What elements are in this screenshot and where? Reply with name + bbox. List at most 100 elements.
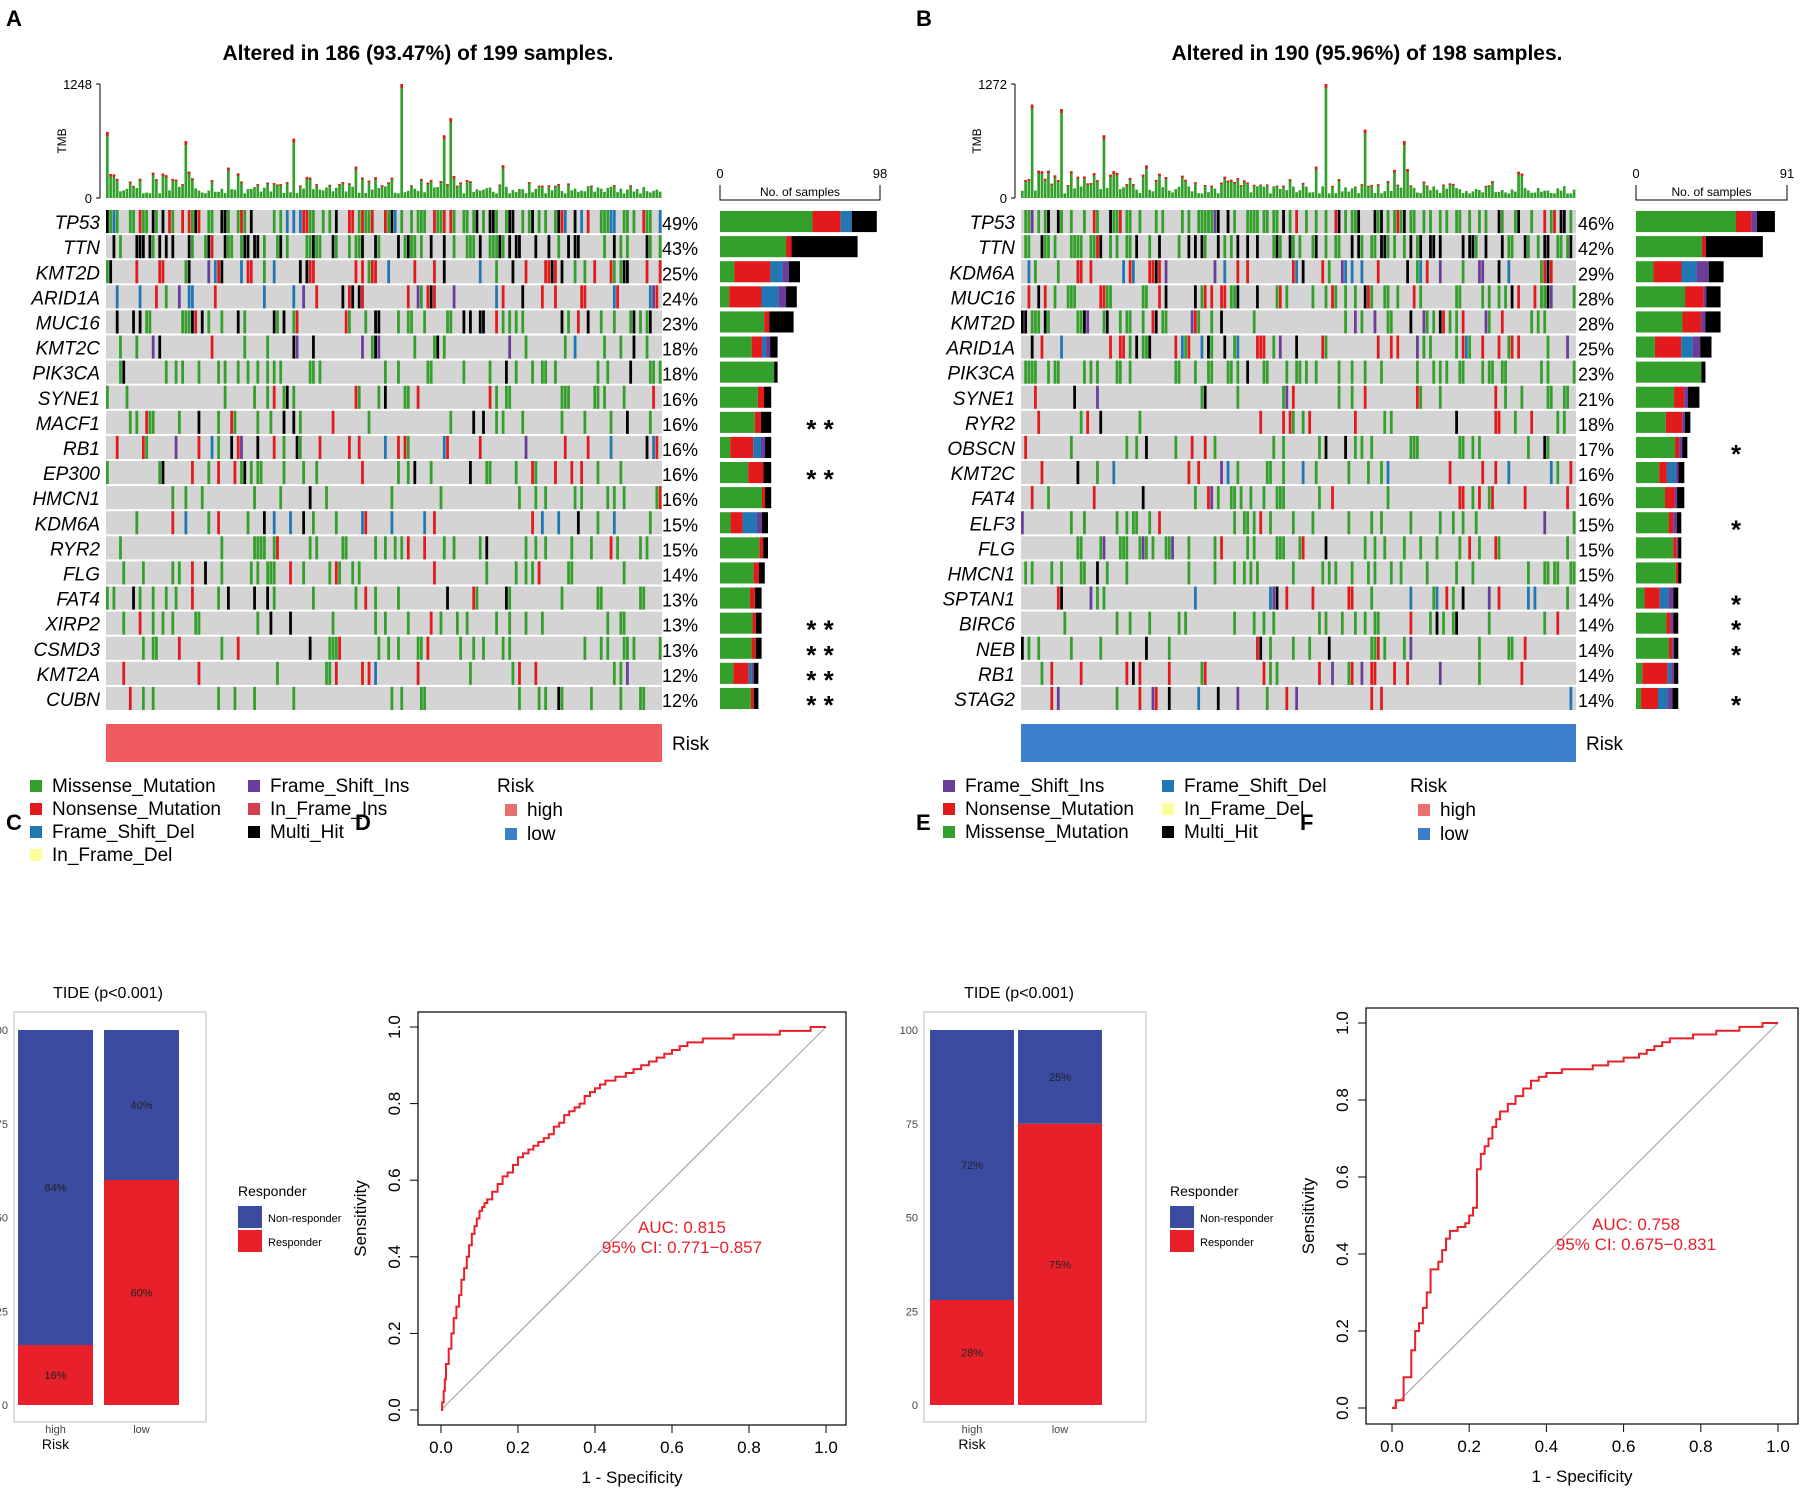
sample-count-segment bbox=[1644, 587, 1660, 609]
mutation-cell bbox=[181, 210, 184, 234]
tmb-bar bbox=[1399, 187, 1403, 198]
tmb-bar bbox=[1324, 84, 1328, 198]
tmb-bar-top bbox=[452, 176, 456, 179]
gene-label: PIK3CA bbox=[32, 364, 100, 385]
mutation-cell bbox=[141, 561, 145, 585]
tmb-bar bbox=[1448, 183, 1452, 198]
mutation-cell bbox=[1376, 260, 1380, 284]
mutation-cell bbox=[1220, 310, 1223, 334]
mutation-cell bbox=[406, 435, 410, 459]
gene-label: OBSCN bbox=[947, 439, 1015, 460]
mutation-cell bbox=[1487, 310, 1491, 334]
tmb-bar-top bbox=[527, 182, 531, 184]
tmb-bar bbox=[1105, 188, 1109, 198]
mutation-cell bbox=[1047, 486, 1050, 510]
gene-row-bg bbox=[1021, 335, 1576, 359]
mutation-cell bbox=[1458, 435, 1462, 459]
mutation-cell bbox=[1269, 461, 1272, 485]
tmb-bar bbox=[416, 190, 420, 198]
tmb-bar-top bbox=[419, 178, 423, 181]
mutation-cell bbox=[161, 611, 165, 635]
mutation-cell bbox=[1527, 561, 1530, 585]
mutation-cell bbox=[1246, 210, 1250, 234]
mutation-cell bbox=[1203, 435, 1207, 459]
mutation-cell bbox=[1409, 636, 1413, 660]
mutation-cell bbox=[1533, 586, 1537, 610]
mutation-cell bbox=[1380, 511, 1383, 535]
gene-label: KMT2C bbox=[36, 339, 101, 360]
mutation-cell bbox=[537, 686, 541, 710]
mutation-cell bbox=[364, 310, 368, 334]
tmb-bar bbox=[1442, 184, 1445, 198]
mutation-cell bbox=[1125, 435, 1129, 459]
tmb-bar bbox=[236, 173, 240, 198]
mutation-cell bbox=[1262, 210, 1266, 234]
tmb-bar-top bbox=[1520, 173, 1524, 176]
mutation-cell bbox=[328, 636, 332, 660]
mutation-cell bbox=[351, 285, 355, 309]
mutation-cell bbox=[452, 210, 456, 234]
mutation-cell bbox=[106, 385, 109, 409]
mutation-cell bbox=[1500, 210, 1504, 234]
tmb-bar-top bbox=[557, 184, 561, 186]
tmb-bar-top bbox=[1083, 176, 1086, 179]
mutation-cell bbox=[243, 335, 247, 359]
tmb-bar bbox=[478, 190, 482, 198]
mutation-cell bbox=[1050, 561, 1054, 585]
mutation-cell bbox=[1458, 210, 1462, 234]
tmb-bar-top bbox=[410, 185, 413, 187]
roc-ytick: 1.0 bbox=[1333, 1011, 1352, 1035]
mutation-cell bbox=[1350, 385, 1354, 409]
tide-xlabel: Risk bbox=[42, 1436, 70, 1452]
mutation-cell bbox=[1383, 410, 1387, 434]
legend-label: low bbox=[1440, 824, 1469, 845]
mutation-cell bbox=[161, 461, 165, 485]
tmb-bar-top bbox=[1363, 129, 1367, 134]
mutation-cell bbox=[1416, 360, 1419, 384]
mutation-cell bbox=[1494, 410, 1498, 434]
mutation-cell bbox=[629, 310, 633, 334]
tmb-bar-top bbox=[1180, 175, 1184, 178]
mutation-cell bbox=[1259, 410, 1263, 434]
mutation-cell bbox=[312, 360, 315, 384]
tmb-bar bbox=[1278, 188, 1282, 198]
mutation-cell bbox=[1481, 461, 1485, 485]
mutation-cell bbox=[174, 586, 178, 610]
mutation-cell bbox=[1184, 611, 1187, 635]
mutation-cell bbox=[1569, 561, 1573, 585]
mutation-cell bbox=[1507, 260, 1511, 284]
mutation-cell bbox=[334, 511, 338, 535]
mutation-cell bbox=[151, 335, 155, 359]
gene-percent: 18% bbox=[662, 365, 698, 385]
significance-stars: * * bbox=[806, 464, 834, 494]
sample-count-segment bbox=[770, 336, 778, 358]
significance-stars: * * bbox=[806, 690, 834, 720]
tmb-bar bbox=[1197, 193, 1200, 198]
mutation-cell bbox=[246, 511, 250, 535]
sample-count-segment bbox=[720, 211, 813, 233]
tmb-bar bbox=[557, 184, 561, 198]
mutation-cell bbox=[1347, 661, 1351, 685]
gene-row-bg bbox=[1021, 636, 1576, 660]
mutation-cell bbox=[1252, 611, 1256, 635]
mutation-cell bbox=[1207, 360, 1210, 384]
mutation-cell bbox=[433, 210, 436, 234]
mutation-cell bbox=[1504, 285, 1507, 309]
tmb-bar bbox=[171, 178, 175, 198]
mutation-cell bbox=[531, 360, 534, 384]
gene-row-bg bbox=[1021, 385, 1576, 409]
mutation-cell bbox=[1331, 661, 1334, 685]
mutation-cell bbox=[1497, 536, 1501, 560]
mutation-cell bbox=[1053, 235, 1057, 259]
mutation-cell bbox=[279, 210, 283, 234]
mutation-cell bbox=[213, 260, 217, 284]
mutation-cell bbox=[207, 260, 211, 284]
mutation-cell bbox=[1540, 285, 1543, 309]
tide-ytick: 75 bbox=[0, 1119, 8, 1131]
sample-count-segment bbox=[748, 462, 764, 484]
mutation-cell bbox=[403, 235, 407, 259]
mutation-cell bbox=[361, 260, 364, 284]
mutation-cell bbox=[1109, 335, 1112, 359]
tmb-bar bbox=[1500, 190, 1504, 198]
mutation-cell bbox=[1562, 210, 1566, 234]
